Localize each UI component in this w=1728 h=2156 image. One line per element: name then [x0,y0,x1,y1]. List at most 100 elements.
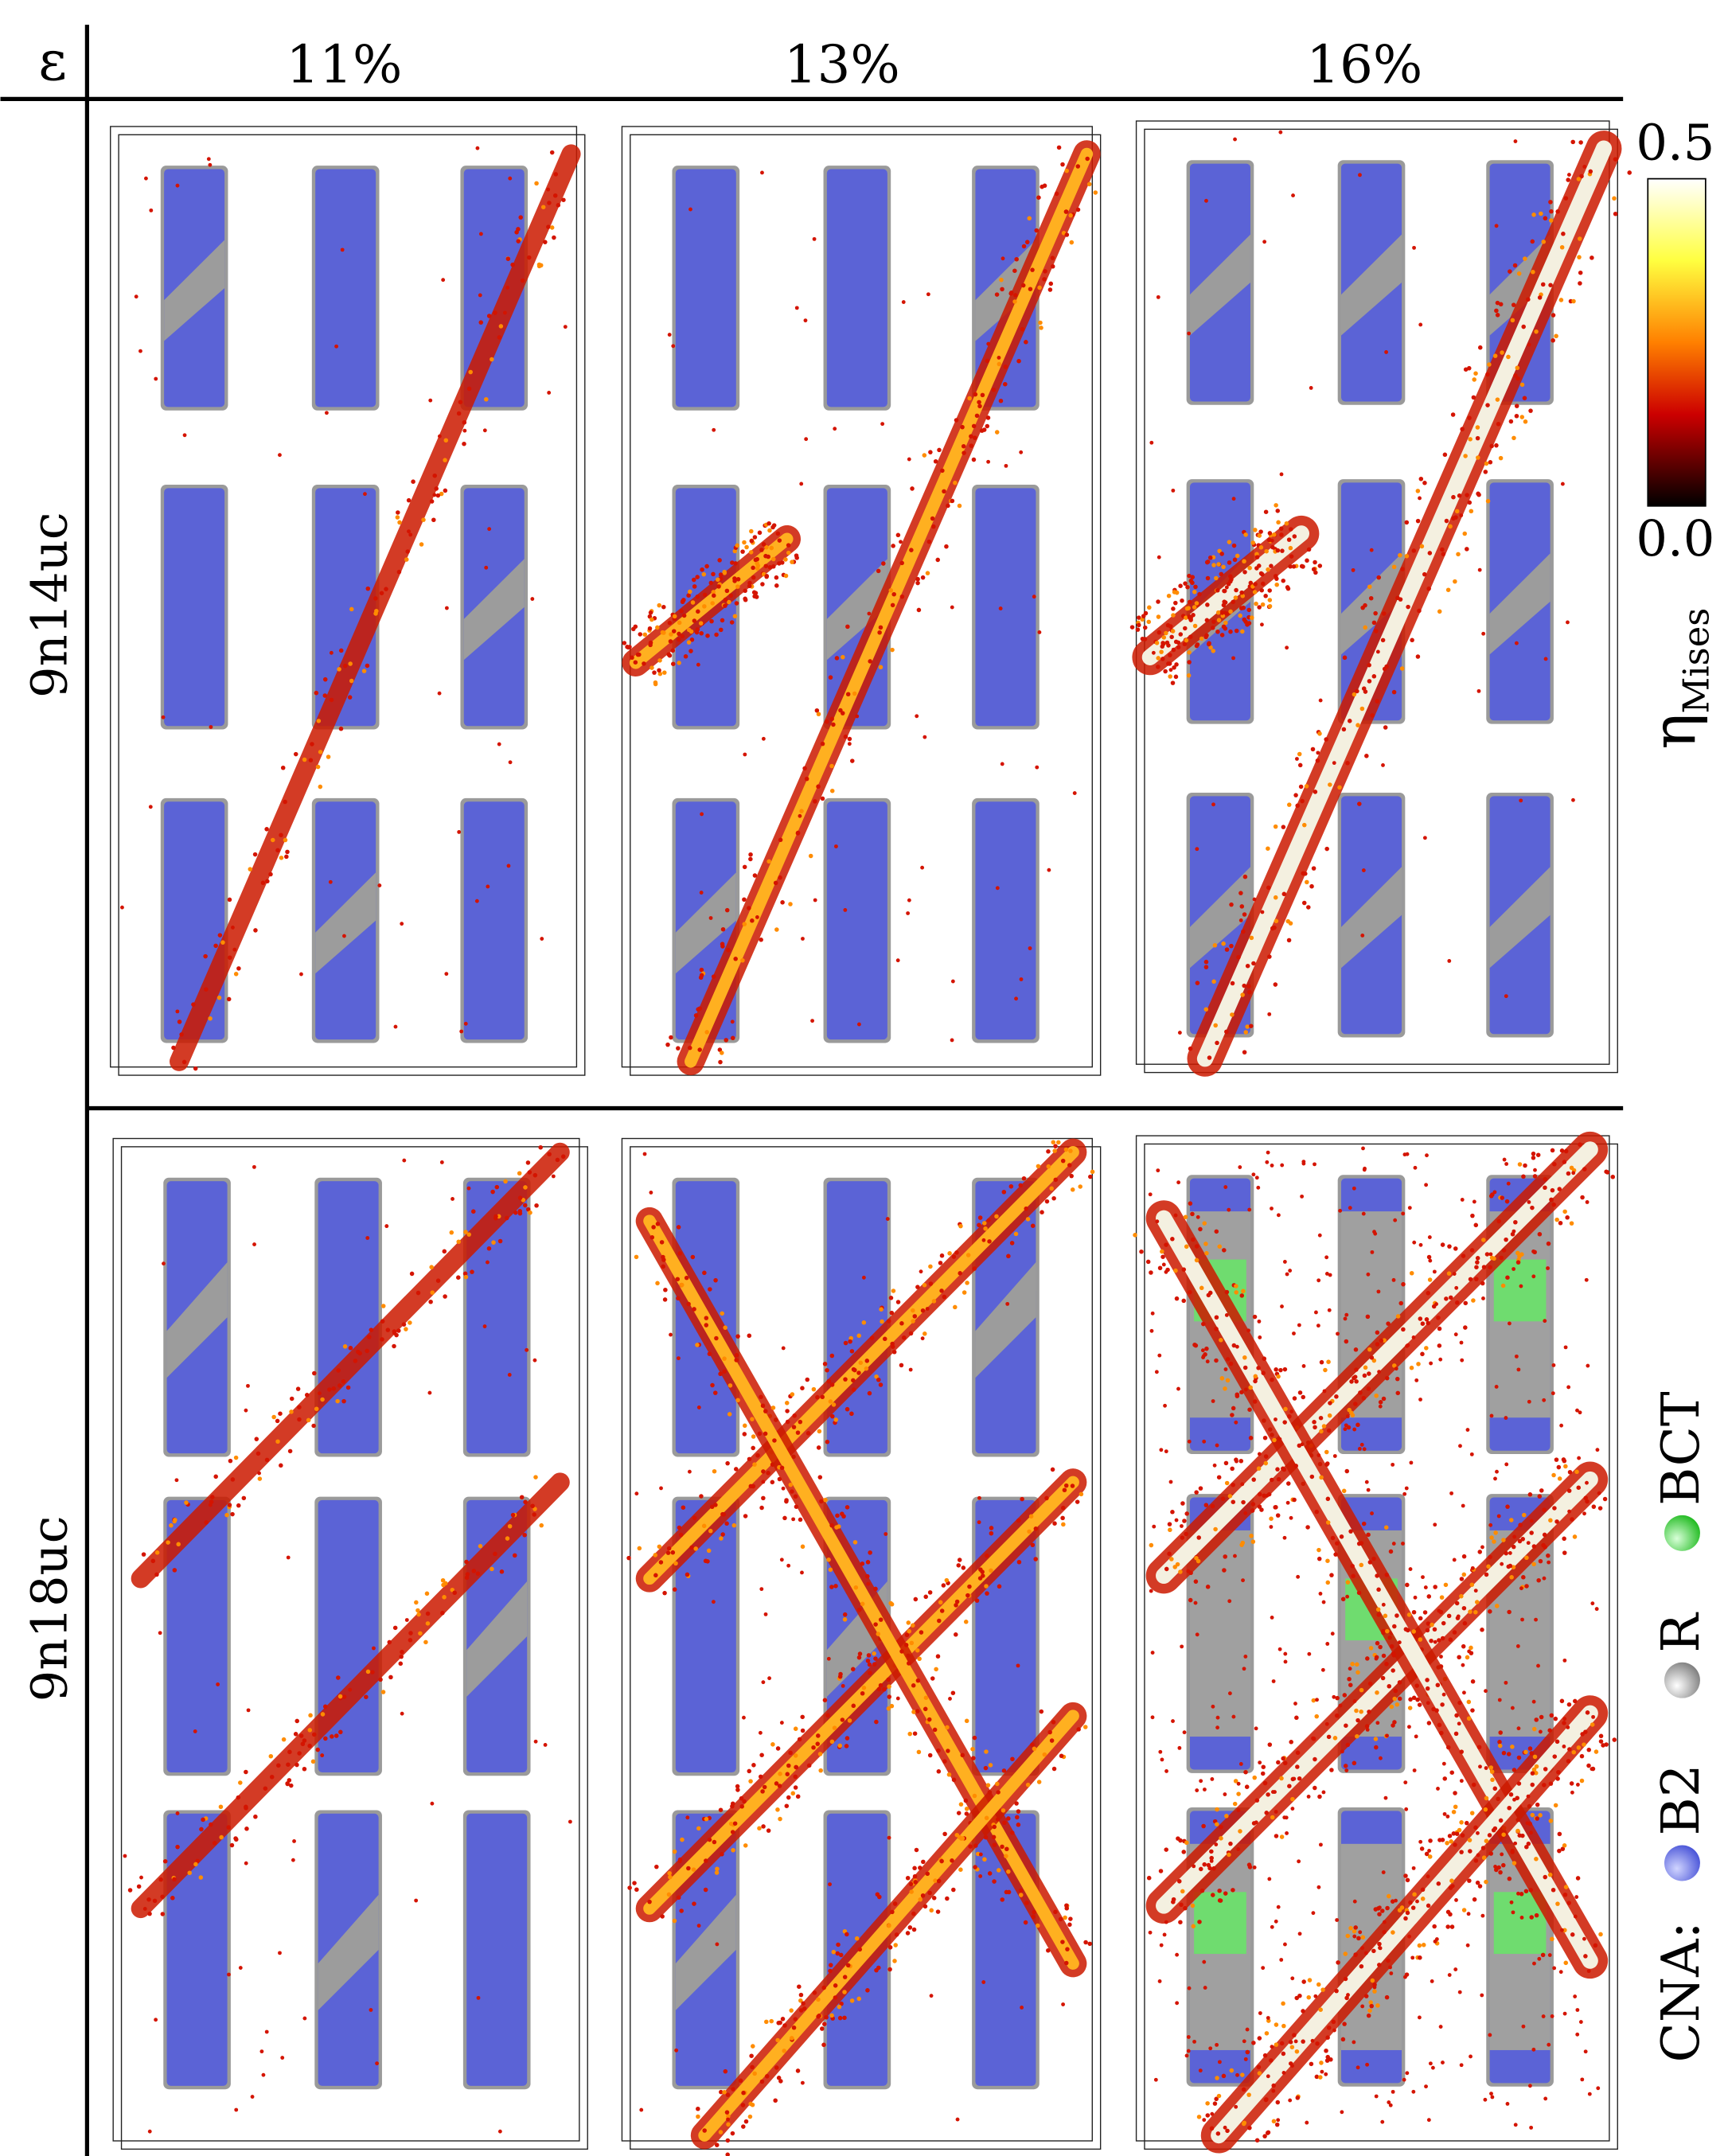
atom-cluster [751,590,757,595]
atom-cluster [730,1035,735,1041]
atom-cluster [828,1399,833,1404]
atom-cluster [1376,575,1382,580]
atom-cluster [865,1659,871,1663]
atom-cluster [1613,157,1618,162]
atom-cluster [1034,228,1040,233]
atom-cluster [1266,2130,1271,2135]
atom-cluster [920,1308,926,1313]
atom-cluster [1281,825,1286,829]
atom-cluster [1301,1394,1306,1400]
atom-cluster [1367,1347,1372,1352]
atom-cluster [236,1503,241,1508]
atom-cluster [982,1221,987,1226]
atom-cluster [784,1401,790,1405]
atom-cluster [1325,1642,1330,1646]
atom-cluster [1185,584,1190,590]
atom-cluster [1290,1976,1295,1981]
atom-cluster [1253,1374,1258,1379]
atom-cluster [704,1816,709,1822]
grain-b2 [675,1499,736,1772]
atom-cluster [1413,1165,1418,1170]
atom-cluster [923,1594,928,1600]
atom-cluster [1188,634,1193,639]
atom-cluster [1275,509,1281,513]
atom-cluster [1537,1956,1542,1961]
atom-cluster [834,656,840,661]
atom-cluster [811,1386,817,1392]
atom-cluster [1407,1725,1411,1729]
atom-cluster [1551,313,1556,318]
atom-cluster [1583,1729,1588,1734]
atom-cluster [1350,1662,1355,1667]
atom-cluster [1252,1866,1257,1869]
atom-cluster [1352,692,1357,697]
atom-cluster [1236,954,1241,960]
atom-cluster [956,1563,962,1568]
atom-cluster [1271,1679,1276,1683]
atom-cluster [1468,1609,1473,1614]
atom-cluster [1403,1627,1409,1632]
atom-cluster [1243,1387,1248,1392]
atom-cluster [233,972,239,977]
atom-cluster [443,438,449,443]
atom-cluster [1257,1319,1262,1324]
atom-cluster [1534,1857,1539,1862]
atom-cluster [1040,1210,1044,1214]
atom-cluster [1478,1764,1482,1769]
atom-cluster [549,150,555,155]
atom-cluster [1402,2077,1406,2082]
atom-cluster [216,995,222,1000]
atom-cluster [392,1625,398,1631]
atom-cluster [677,631,681,637]
atom-cluster [673,1561,678,1566]
atom-cluster [154,376,158,381]
atom-cluster [1174,590,1180,595]
atom-cluster [726,2122,731,2127]
grain-b2 [463,801,525,1040]
atom-cluster [1221,624,1227,630]
atom-cluster [1160,641,1166,647]
atom-cluster [1276,1905,1281,1909]
atom-cluster [1343,1976,1348,1982]
atom-cluster [434,486,439,491]
atom-cluster [715,1866,720,1872]
atom-cluster [1067,1163,1072,1168]
atom-cluster [779,1465,785,1471]
atom-cluster [1231,1343,1237,1348]
atom-cluster [1488,1252,1493,1257]
atom-cluster [1489,1413,1494,1418]
atom-cluster [402,1158,407,1163]
atom-cluster [850,758,855,763]
atom-cluster [722,2090,727,2095]
atom-cluster [1476,1853,1480,1858]
atom-cluster [735,584,740,589]
atom-cluster [907,1731,912,1737]
atom-cluster [903,1643,909,1647]
atom-cluster [1207,1866,1212,1871]
atom-cluster [414,1898,419,1903]
atom-cluster [923,735,927,739]
atom-cluster [1257,2036,1262,2041]
atom-cluster [1042,1752,1047,1757]
atom-cluster [1549,1197,1554,1203]
atom-cluster [1203,965,1209,969]
atom-cluster [1424,1317,1430,1322]
atom-cluster [760,582,765,587]
atom-cluster [677,1525,682,1530]
atom-cluster [1153,2077,1158,2082]
atom-cluster [154,1572,159,1577]
atom-cluster [1215,587,1220,593]
atom-cluster [710,601,715,606]
atom-cluster [929,1908,934,1913]
atom-cluster [330,1734,334,1739]
atom-cluster [1577,1456,1582,1460]
atom-cluster [1376,1289,1381,1294]
atom-cluster [938,1600,943,1605]
atom-cluster [279,1463,283,1468]
atom-cluster [1183,1905,1188,1911]
atom-cluster [1513,1841,1518,1846]
atom-cluster [1270,1164,1274,1168]
atom-cluster [761,1680,766,1685]
atom-cluster [778,1816,782,1822]
atom-cluster [720,1532,725,1537]
